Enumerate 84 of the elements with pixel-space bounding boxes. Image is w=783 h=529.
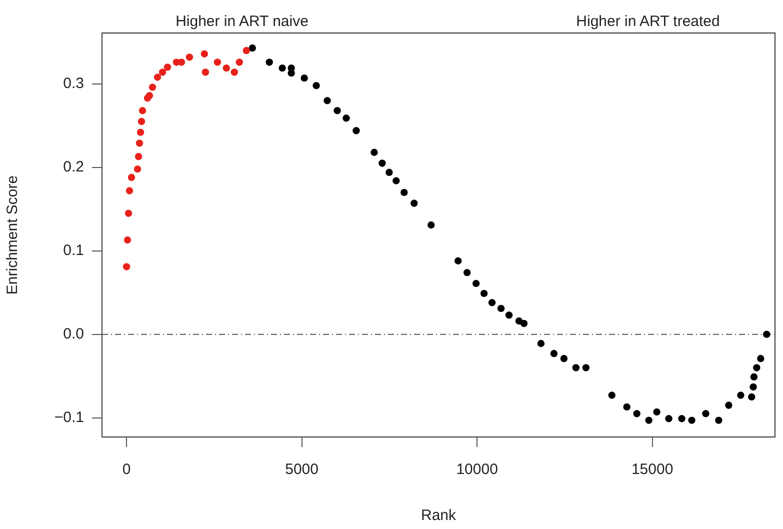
point <box>737 392 744 399</box>
point <box>520 320 528 328</box>
point <box>688 416 696 424</box>
point <box>342 114 350 122</box>
x-tick-label: 0 <box>122 461 131 478</box>
point <box>537 340 545 348</box>
point <box>748 393 756 401</box>
x-tick-label: 15000 <box>631 461 674 478</box>
point <box>138 107 146 114</box>
point <box>753 364 760 372</box>
y-tick-label: −0.1 <box>54 408 84 426</box>
point <box>236 58 243 66</box>
point <box>148 84 156 91</box>
point <box>410 200 418 207</box>
y-tick-label: 0.1 <box>63 242 84 259</box>
point <box>278 64 286 72</box>
text: Higher in ART naive <box>176 13 308 30</box>
point <box>463 268 471 276</box>
point <box>572 364 580 372</box>
point <box>653 408 660 416</box>
point <box>164 64 172 71</box>
point <box>472 280 480 288</box>
point <box>665 415 672 422</box>
point <box>128 174 136 182</box>
point <box>645 416 652 424</box>
point <box>124 236 132 244</box>
point <box>623 403 630 411</box>
point <box>750 383 757 391</box>
point <box>560 354 568 362</box>
point <box>186 54 194 61</box>
point <box>266 58 273 66</box>
point <box>480 290 488 298</box>
x-tick-label: 10000 <box>456 461 498 478</box>
point <box>136 128 144 136</box>
point <box>124 210 132 217</box>
point <box>725 402 732 409</box>
point <box>312 82 320 90</box>
point <box>702 410 710 418</box>
point <box>230 68 238 76</box>
point <box>454 257 462 264</box>
point <box>146 92 154 100</box>
point <box>242 46 250 54</box>
point <box>136 140 144 147</box>
point <box>134 152 142 160</box>
x-tick-label: 5000 <box>285 461 318 478</box>
point <box>633 410 640 418</box>
point <box>428 221 435 229</box>
point <box>505 312 513 319</box>
point <box>134 165 142 173</box>
point <box>370 148 378 156</box>
y-axis-title: Enrichment Score <box>4 175 22 295</box>
point <box>608 392 616 399</box>
point <box>202 68 210 76</box>
point <box>300 74 308 82</box>
point <box>248 44 256 52</box>
point <box>497 304 505 312</box>
point <box>392 177 400 184</box>
point <box>386 168 393 176</box>
x-axis-title: Rank <box>420 507 456 524</box>
point <box>324 97 331 104</box>
point <box>488 299 496 306</box>
point <box>757 354 764 362</box>
text: Higher in ART treated <box>576 13 720 30</box>
point <box>582 364 590 372</box>
y-tick-label: 0.3 <box>63 75 84 92</box>
point <box>138 118 146 126</box>
point <box>352 127 360 134</box>
point <box>400 188 408 196</box>
point <box>222 64 230 72</box>
point <box>378 160 386 167</box>
y-tick-label: 0.2 <box>63 158 84 176</box>
point <box>214 58 222 66</box>
point <box>550 350 558 358</box>
point <box>334 107 341 114</box>
point <box>122 263 130 270</box>
y-tick-label: 0.0 <box>63 325 84 342</box>
point <box>158 68 166 76</box>
point <box>154 74 162 81</box>
point <box>750 373 758 380</box>
point <box>678 415 686 422</box>
point <box>126 187 134 194</box>
point <box>715 416 722 424</box>
point <box>763 330 770 338</box>
point <box>200 50 208 58</box>
